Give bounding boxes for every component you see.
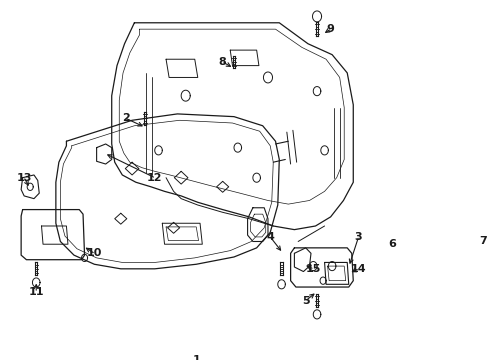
Text: 13: 13 xyxy=(17,173,32,183)
Text: 8: 8 xyxy=(219,57,226,67)
Text: 3: 3 xyxy=(355,232,363,242)
Text: 7: 7 xyxy=(479,237,487,247)
Text: 2: 2 xyxy=(122,113,130,123)
Text: 11: 11 xyxy=(28,287,44,297)
Text: 12: 12 xyxy=(147,173,163,183)
Text: 15: 15 xyxy=(306,264,321,274)
Text: 4: 4 xyxy=(266,232,274,242)
Text: 9: 9 xyxy=(327,24,335,34)
Text: 6: 6 xyxy=(389,239,396,249)
Text: 5: 5 xyxy=(302,296,310,306)
Text: 1: 1 xyxy=(193,355,200,360)
Text: 10: 10 xyxy=(87,248,102,258)
Text: 14: 14 xyxy=(351,264,367,274)
